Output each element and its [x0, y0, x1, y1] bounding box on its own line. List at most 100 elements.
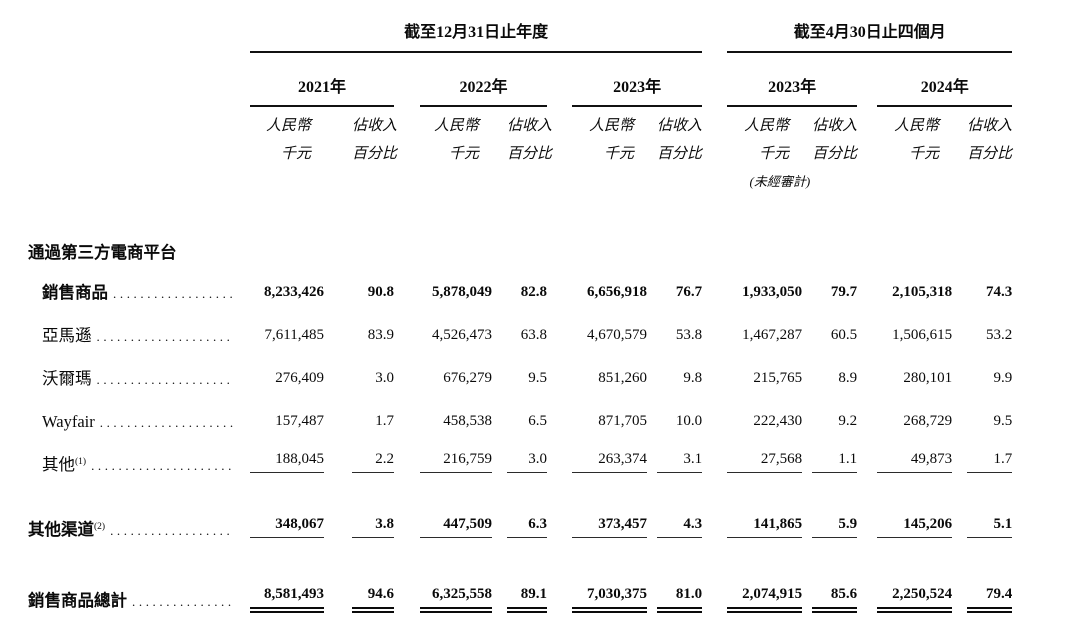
spacer	[647, 309, 657, 352]
spacer	[28, 163, 727, 189]
spacer	[702, 8, 727, 52]
spacer	[28, 135, 250, 163]
rmb-value: 145,206	[877, 503, 953, 546]
footnote-marker: (2)	[94, 521, 106, 532]
spacer	[802, 309, 812, 352]
col-pct-header: 百分比	[657, 146, 703, 163]
spacer	[492, 309, 507, 352]
row-label-cell: 亞馬遜	[28, 309, 250, 352]
spacer	[702, 309, 727, 352]
row-label-cell: 銷售商品總計	[28, 571, 250, 619]
pct-value: 9.2	[838, 413, 858, 430]
spacer	[952, 135, 967, 163]
pct-value: 82.8	[520, 284, 547, 301]
spacer	[28, 106, 250, 135]
year-2024-interim-header: 2024年	[877, 52, 1013, 107]
dot-leader	[108, 287, 234, 301]
spacer	[952, 106, 967, 135]
pct-value: 1.7	[375, 413, 394, 430]
spacer	[952, 309, 967, 352]
rmb-value: 141,865	[727, 503, 803, 546]
col-pct-header: 佔收入	[657, 118, 703, 135]
spacer	[547, 266, 572, 309]
spacer	[702, 395, 727, 438]
col-rmb-header: 千元	[448, 146, 479, 163]
spacer	[802, 503, 812, 546]
col-pct-header: 百分比	[967, 146, 1013, 163]
spacer	[647, 106, 657, 135]
col-pct-header: 佔收入	[507, 118, 553, 135]
spacer	[802, 106, 812, 135]
rmb-value: 188,045	[250, 438, 324, 481]
spacer	[857, 395, 877, 438]
spacer	[324, 309, 352, 352]
spacer	[394, 266, 420, 309]
rmb-value: 8,233,426	[264, 284, 324, 301]
pct-value: 83.9	[367, 327, 394, 344]
spacer	[394, 352, 420, 395]
row-label-cell: Wayfair	[28, 395, 250, 438]
spacer	[702, 106, 727, 135]
col-rmb-header: 人民幣	[894, 118, 940, 135]
rmb-value: 2,250,524	[877, 571, 953, 619]
rmb-value: 7,611,485	[264, 327, 324, 344]
pct-value: 94.6	[352, 571, 394, 619]
spacer	[802, 135, 812, 163]
col-pct-header: 佔收入	[967, 118, 1013, 135]
rmb-value: 215,765	[753, 370, 803, 387]
dot-leader	[95, 416, 234, 430]
pct-value: 3.0	[507, 438, 547, 481]
spacer	[394, 503, 420, 546]
row-label-cell: 沃爾瑪	[28, 352, 250, 395]
pct-value: 79.7	[830, 284, 858, 301]
pct-value: 6.3	[507, 503, 547, 546]
spacer	[324, 106, 352, 135]
row-label: 亞馬遜	[42, 325, 92, 345]
spacer	[857, 438, 877, 481]
subheader-row-1: 人民幣 佔收入 人民幣 佔收入 人民幣 佔收入 人民幣 佔收入 人民幣 佔收入	[28, 106, 1012, 135]
table-row: 亞馬遜 7,611,485 83.9 4,526,473 63.8 4,670,…	[28, 309, 1012, 352]
spacer	[492, 395, 507, 438]
rmb-value: 2,105,318	[892, 284, 953, 301]
pct-value: 3.1	[657, 438, 703, 481]
pct-value: 9.5	[993, 413, 1013, 430]
rmb-value: 222,430	[753, 413, 803, 430]
spacer	[394, 135, 420, 163]
pct-value: 53.8	[675, 327, 703, 344]
pct-value: 53.2	[986, 327, 1013, 344]
spacer	[547, 309, 572, 352]
spacer	[324, 352, 352, 395]
spacer	[492, 503, 507, 546]
period-interim-header: 截至4月30日止四個月	[727, 8, 1013, 53]
spacer	[547, 395, 572, 438]
spacer	[857, 571, 877, 619]
col-rmb-header: 人民幣	[744, 118, 790, 135]
col-rmb-header: 人民幣	[433, 118, 479, 135]
spacer	[702, 135, 727, 163]
row-label: 銷售商品總計	[28, 590, 127, 610]
rmb-value: 4,670,579	[587, 327, 647, 344]
rmb-value: 4,526,473	[432, 327, 492, 344]
spacer	[28, 189, 1012, 229]
spacer	[492, 266, 507, 309]
dot-leader	[92, 330, 235, 344]
period-header-row: 截至12月31日止年度 截至4月30日止四個月	[28, 8, 1013, 53]
spacer	[547, 438, 572, 481]
pct-value: 4.3	[657, 503, 703, 546]
col-pct-header: 百分比	[812, 146, 858, 163]
rmb-value: 268,729	[903, 413, 953, 430]
rmb-value: 458,538	[443, 413, 492, 430]
spacer	[547, 503, 572, 546]
spacer	[952, 352, 967, 395]
spacer	[324, 266, 352, 309]
col-rmb-header: 人民幣	[265, 118, 311, 135]
rmb-value: 8,581,493	[250, 571, 324, 619]
pct-value: 2.2	[352, 438, 394, 481]
spacer	[394, 438, 420, 481]
spacer	[28, 52, 250, 106]
rmb-value: 2,074,915	[727, 571, 803, 619]
spacer	[857, 266, 877, 309]
pct-value: 1.7	[967, 438, 1013, 481]
rmb-value: 348,067	[250, 503, 324, 546]
pct-value: 9.8	[683, 370, 703, 387]
